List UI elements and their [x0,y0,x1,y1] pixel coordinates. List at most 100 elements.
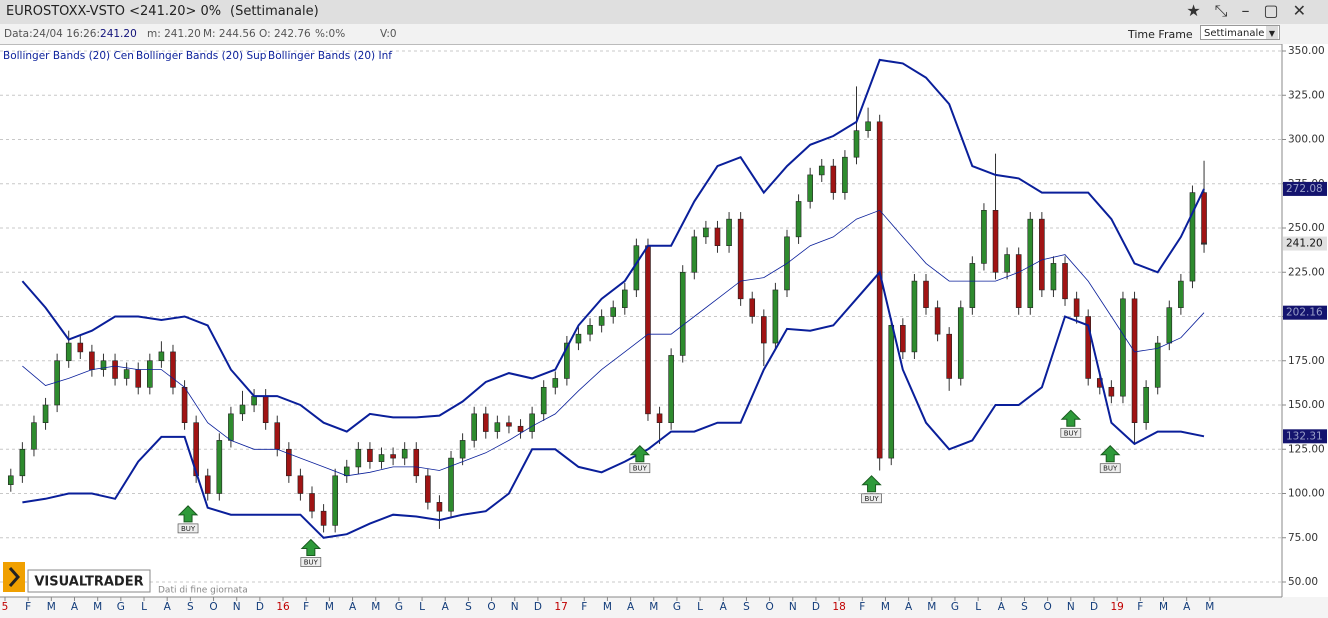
candle-body [1178,280,1184,308]
y-tick-label: 175.00 [1288,355,1325,367]
info-pct: %:0% [315,28,346,40]
candle-body [7,475,14,485]
y-tick-label: 250.00 [1288,222,1325,234]
x-tick-label: M [649,601,658,613]
candle-body [865,121,871,131]
x-tick-label: S [187,601,194,613]
candle-body [355,448,362,468]
band-line [22,209,1205,477]
x-tick-label: G [951,601,959,613]
candle-body [1073,298,1080,317]
candle-body [656,413,663,424]
candle-body [158,351,165,362]
candle-body [969,263,976,308]
x-tick-label: F [581,601,587,613]
x-tick-label: 19 [1110,601,1123,613]
candle-body [900,325,906,353]
band-line [22,270,1205,539]
candle-body [610,307,617,317]
band-value-box [1283,429,1327,444]
candle-body [911,280,918,353]
buy-box [629,463,651,474]
y-tick-label: 75.00 [1288,532,1318,544]
candle-body [564,342,570,379]
candle-body [1050,263,1057,291]
buy-label: BUY [304,559,319,567]
candle-body [830,165,837,193]
x-tick-label: S [1021,601,1028,613]
x-tick-label: M [47,601,56,613]
candle-body [216,440,223,494]
buy-arrow [629,445,651,463]
x-tick-label: N [789,601,797,613]
y-axis-bg [1282,44,1328,597]
title: EUROSTOXX-VSTO <241.20> 0% [6,4,222,19]
x-tick-label: A [1183,601,1191,613]
candle-body [378,454,385,462]
buy-box [1099,463,1121,474]
candle-body [726,218,732,246]
x-tick-label: L [975,601,981,613]
y-tick-label: 350.00 [1288,45,1325,57]
x-tick-label: A [442,601,450,613]
buy-box [177,523,199,534]
candle-body [1015,254,1022,308]
buy-arrow [177,505,199,523]
logo-note: Dati di fine giornata [158,586,248,596]
candle-body [529,413,535,432]
candle-body [540,386,547,415]
x-tick-label: F [303,601,309,613]
candle-body [343,466,350,477]
x-tick-label: M [1205,601,1214,613]
info-bar: Data:24/04 16:26:241.20 m: 241.20 M: 244… [0,24,1328,45]
candle-body [320,510,327,526]
x-tick-label: M [1159,601,1168,613]
x-tick-label: F [25,601,31,613]
candle-body [714,227,721,247]
candle-body [842,156,848,193]
x-tick-label: D [534,601,542,613]
candle-body [981,210,987,264]
info-volume: V:0 [380,28,397,40]
x-tick-label: F [859,601,865,613]
x-tick-label: O [487,601,495,613]
x-tick-label: A [164,601,172,613]
candle-body [436,502,443,512]
x-tick-label: M [927,601,936,613]
x-tick-label: M [881,601,890,613]
band-value-box [1283,181,1327,196]
title-bar: EUROSTOXX-VSTO <241.20> 0% (Settimanale)… [0,0,1328,24]
x-tick-label: G [117,601,125,613]
candle-body [89,351,95,370]
window-buttons[interactable]: ★⤡–▢✕ [1186,1,1320,20]
time-frame-select[interactable]: Settimanale ▼ [1200,25,1280,40]
candle-body [170,351,176,388]
candle-body [668,355,674,424]
band-value-box [1283,305,1327,320]
buy-box [861,493,882,504]
x-tick-label: L [419,601,425,613]
x-tick-label: 16 [276,601,290,613]
candle-body [425,475,431,503]
x-tick-label: A [627,601,635,613]
candle-body [992,210,999,273]
candle-body [135,369,142,388]
y-tick-label: 50.00 [1288,576,1318,588]
x-tick-label: N [233,601,241,613]
x-tick-label: L [697,601,703,613]
y-tick-label: 300.00 [1288,134,1325,146]
x-tick-label: G [395,601,403,613]
candle-body [923,280,929,308]
candle-body [1039,218,1045,291]
buy-arrow [1100,445,1121,463]
x-tick-label: D [1090,601,1098,613]
chart: 50.0075.00100.00125.00150.00175.00200.00… [0,44,1328,618]
y-tick-label: 125.00 [1288,443,1325,455]
x-axis-bg [0,597,1328,618]
candle-body [853,130,860,158]
buy-label: BUY [1064,429,1079,437]
candle-body [946,333,952,379]
candle-body [401,448,408,459]
candle-body [1143,386,1149,423]
x-tick-label: 5 [2,601,9,613]
